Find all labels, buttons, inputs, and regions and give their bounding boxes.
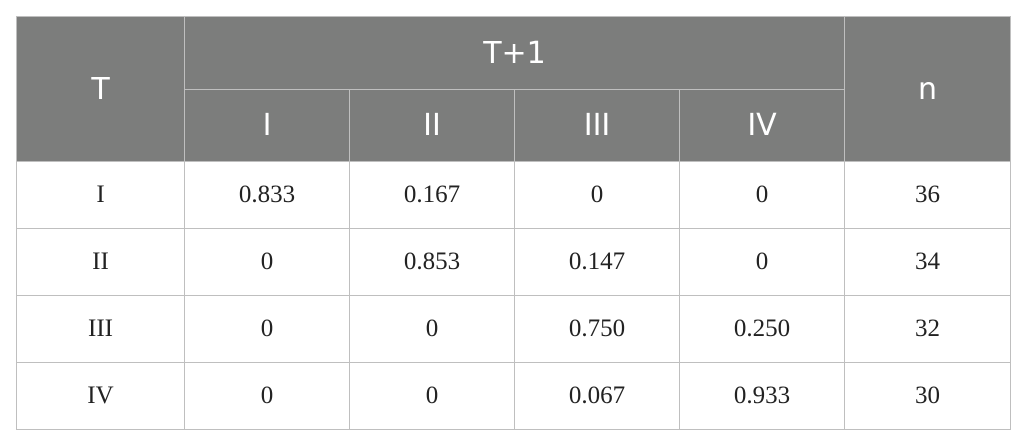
transition-matrix-table: T T+1 n I II III IV I 0.833 0.167 0 0 36…	[16, 16, 1011, 430]
header-sub-col: III	[514, 89, 680, 162]
row-label: I	[16, 161, 185, 229]
table-cell: 0	[349, 295, 515, 363]
table-cell: 0	[679, 161, 845, 229]
header-row-sub: I II III IV	[17, 89, 1011, 162]
header-t: T	[16, 16, 185, 162]
header-sub-col: II	[349, 89, 515, 162]
row-count: 32	[844, 295, 1011, 363]
row-count: 34	[844, 228, 1011, 296]
header-row-top: T T+1 n	[16, 16, 1011, 162]
row-label: IV	[16, 362, 185, 430]
table-cell: 0.167	[349, 161, 515, 229]
table-row: I 0.833 0.167 0 0 36	[16, 161, 1011, 229]
table-cell: 0	[184, 362, 350, 430]
table-body: I 0.833 0.167 0 0 36 II 0 0.853 0.147 0 …	[16, 161, 1011, 430]
table-cell: 0.933	[679, 362, 845, 430]
table-cell: 0.750	[514, 295, 680, 363]
table-cell: 0	[184, 228, 350, 296]
table-cell: 0	[514, 161, 680, 229]
table-cell: 0.833	[184, 161, 350, 229]
row-label: III	[16, 295, 185, 363]
table-cell: 0.067	[514, 362, 680, 430]
table-cell: 0	[184, 295, 350, 363]
header-t-plus-1: T+1	[184, 16, 845, 90]
table-cell: 0	[349, 362, 515, 430]
row-count: 30	[844, 362, 1011, 430]
row-count: 36	[844, 161, 1011, 229]
table-cell: 0.147	[514, 228, 680, 296]
header-sub-col: IV	[679, 89, 845, 162]
table-cell: 0	[679, 228, 845, 296]
table-row: III 0 0 0.750 0.250 32	[16, 295, 1011, 363]
table-row: IV 0 0 0.067 0.933 30	[16, 362, 1011, 430]
table-header: T T+1 n I II III IV	[16, 16, 1011, 162]
table-cell: 0.250	[679, 295, 845, 363]
table-row: II 0 0.853 0.147 0 34	[16, 228, 1011, 296]
header-sub-col: I	[184, 89, 350, 162]
row-label: II	[16, 228, 185, 296]
header-n: n	[844, 16, 1011, 162]
table-cell: 0.853	[349, 228, 515, 296]
transition-table-container: T T+1 n I II III IV I 0.833 0.167 0 0 36…	[16, 16, 1011, 430]
